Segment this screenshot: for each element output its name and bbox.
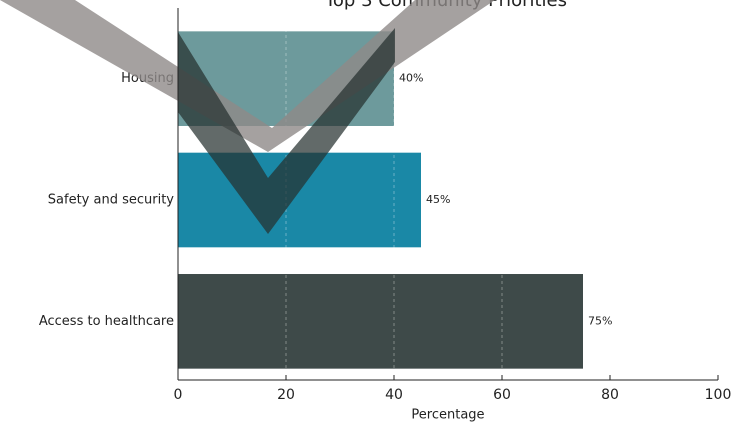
x-tick-label: 80	[601, 387, 619, 403]
value-label: 75%	[588, 314, 612, 327]
x-tick-label: 100	[705, 387, 732, 403]
x-tick-label: 40	[385, 387, 403, 403]
x-tick-label: 0	[174, 387, 183, 403]
decoration	[0, 0, 495, 152]
value-label: 45%	[426, 193, 450, 206]
decoration	[178, 28, 395, 234]
x-tick-label: 20	[277, 387, 295, 403]
category-label: Access to healthcare	[39, 314, 174, 329]
value-label: 40%	[399, 72, 423, 85]
category-label: Safety and security	[48, 193, 175, 208]
bar	[178, 274, 583, 369]
x-tick-label: 60	[493, 387, 511, 403]
x-axis-label: Percentage	[411, 408, 484, 423]
